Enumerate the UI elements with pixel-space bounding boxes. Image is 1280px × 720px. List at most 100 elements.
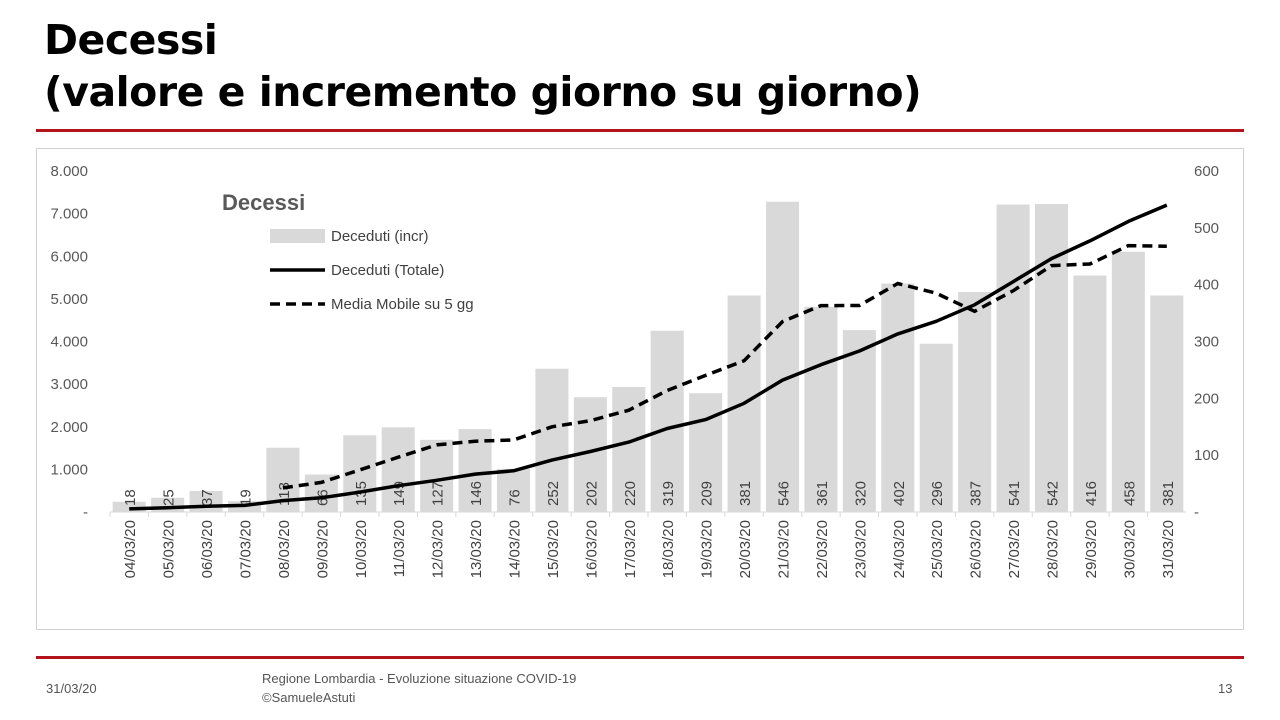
bar — [1073, 275, 1107, 512]
bar-data-label: 220 — [622, 481, 639, 506]
legend-bar-swatch — [270, 229, 325, 243]
x-tick-label: 07/03/20 — [238, 520, 255, 578]
x-tick-label: 29/03/20 — [1083, 520, 1100, 578]
bar — [612, 386, 646, 512]
x-tick-label: 28/03/20 — [1045, 520, 1062, 578]
left-tick-label: 2.000 — [50, 419, 88, 436]
x-tick-label: 05/03/20 — [161, 520, 178, 578]
legend-label: Deceduti (incr) — [331, 228, 429, 245]
x-tick-label: 16/03/20 — [583, 520, 600, 578]
bar-data-label: 402 — [891, 481, 908, 506]
x-tick-label: 15/03/20 — [545, 520, 562, 578]
left-tick-label: 6.000 — [50, 248, 88, 265]
bar — [535, 368, 569, 512]
left-tick-label: 8.000 — [50, 163, 88, 180]
bar-data-label: 37 — [199, 489, 216, 506]
bar-data-label: 252 — [545, 481, 562, 506]
x-tick-label: 20/03/20 — [737, 520, 754, 578]
footer-credits: Regione Lombardia - Evoluzione situazion… — [262, 669, 576, 707]
right-tick-label: 200 — [1194, 390, 1219, 407]
bar — [996, 204, 1030, 512]
x-tick-label: 14/03/20 — [507, 520, 524, 578]
bar-data-label: 202 — [583, 481, 600, 506]
x-tick-label: 10/03/20 — [353, 520, 370, 578]
x-tick-label: 13/03/20 — [468, 520, 485, 578]
x-tick-label: 22/03/20 — [814, 520, 831, 578]
x-tick-label: 11/03/20 — [391, 520, 408, 577]
x-tick-label: 12/03/20 — [430, 520, 447, 578]
x-tick-label: 23/03/20 — [852, 520, 869, 578]
bar — [1150, 295, 1184, 512]
footer-text-2: ©SamueleAstuti — [262, 690, 356, 705]
bar-data-label: 416 — [1083, 481, 1100, 506]
bar — [804, 306, 838, 512]
x-tick-label: 30/03/20 — [1121, 520, 1138, 578]
right-tick-label: 100 — [1194, 447, 1219, 464]
x-tick-label: 26/03/20 — [968, 520, 985, 578]
bar — [1034, 203, 1069, 513]
bar-data-label: 542 — [1045, 481, 1062, 506]
chart-title: Decessi — [222, 190, 305, 215]
bar-data-label: 146 — [468, 481, 485, 506]
bar — [919, 343, 953, 512]
bar-data-label: 541 — [1006, 481, 1023, 506]
left-tick-label: 1.000 — [50, 461, 88, 478]
line-deceduti-totale — [129, 203, 1168, 511]
bar-data-label: 546 — [776, 481, 793, 506]
x-tick-label: 24/03/20 — [891, 520, 908, 578]
bar-data-label: 209 — [699, 481, 716, 506]
right-tick-label: 600 — [1194, 163, 1219, 180]
bar — [958, 292, 992, 512]
bar-data-label: 25 — [161, 489, 178, 506]
footer-date: 31/03/20 — [46, 681, 97, 696]
bar — [1111, 251, 1145, 512]
bar-data-label: 127 — [430, 481, 447, 506]
legend-label: Deceduti (Totale) — [331, 262, 444, 279]
footer-text-1: Regione Lombardia - Evoluzione situazion… — [262, 671, 577, 686]
x-tick-label: 08/03/20 — [276, 520, 293, 578]
bar-data-label: 320 — [852, 481, 869, 506]
x-tick-label: 18/03/20 — [660, 520, 677, 578]
bar-data-label: 381 — [737, 481, 754, 506]
bar-data-label: 296 — [929, 481, 946, 506]
bar — [381, 427, 415, 512]
x-tick-label: 31/03/20 — [1160, 520, 1177, 578]
title-line-1: Decessi — [44, 16, 218, 64]
bar — [650, 330, 684, 512]
page-number: 13 — [1218, 681, 1233, 696]
bar-data-label: 19 — [238, 489, 255, 506]
left-tick-label: 3.000 — [50, 376, 88, 393]
bar — [881, 283, 915, 512]
bar — [420, 439, 454, 512]
x-tick-label: 17/03/20 — [622, 520, 639, 578]
left-tick-label: 5.000 — [50, 291, 88, 308]
x-tick-label: 25/03/20 — [929, 520, 946, 578]
right-tick-label: - — [1194, 504, 1199, 521]
left-tick-label: 4.000 — [50, 334, 88, 351]
legend-label: Media Mobile su 5 gg — [331, 296, 474, 313]
x-tick-label: 09/03/20 — [314, 520, 331, 578]
bar-data-label: 381 — [1160, 481, 1177, 506]
left-tick-label: - — [83, 504, 88, 521]
title-line-2: (valore e incremento giorno su giorno) — [44, 68, 922, 116]
title-divider — [36, 129, 1244, 132]
bar-data-label: 319 — [660, 481, 677, 506]
bar-data-label: 18 — [122, 489, 139, 506]
chart-frame — [36, 148, 1244, 630]
x-tick-label: 27/03/20 — [1006, 520, 1023, 578]
line-media-mobile — [282, 243, 1167, 490]
x-tick-label: 21/03/20 — [776, 520, 793, 578]
left-tick-label: 7.000 — [50, 206, 88, 223]
x-tick-label: 04/03/20 — [122, 520, 139, 578]
bar — [496, 468, 531, 512]
bar — [842, 330, 876, 512]
right-tick-label: 500 — [1194, 220, 1219, 237]
x-tick-label: 19/03/20 — [699, 520, 716, 578]
bar-data-label: 458 — [1121, 481, 1138, 506]
bar-data-label: 76 — [507, 489, 524, 506]
bar — [689, 393, 723, 512]
bar — [765, 201, 800, 512]
right-tick-label: 300 — [1194, 334, 1219, 351]
x-tick-label: 06/03/20 — [199, 520, 216, 578]
